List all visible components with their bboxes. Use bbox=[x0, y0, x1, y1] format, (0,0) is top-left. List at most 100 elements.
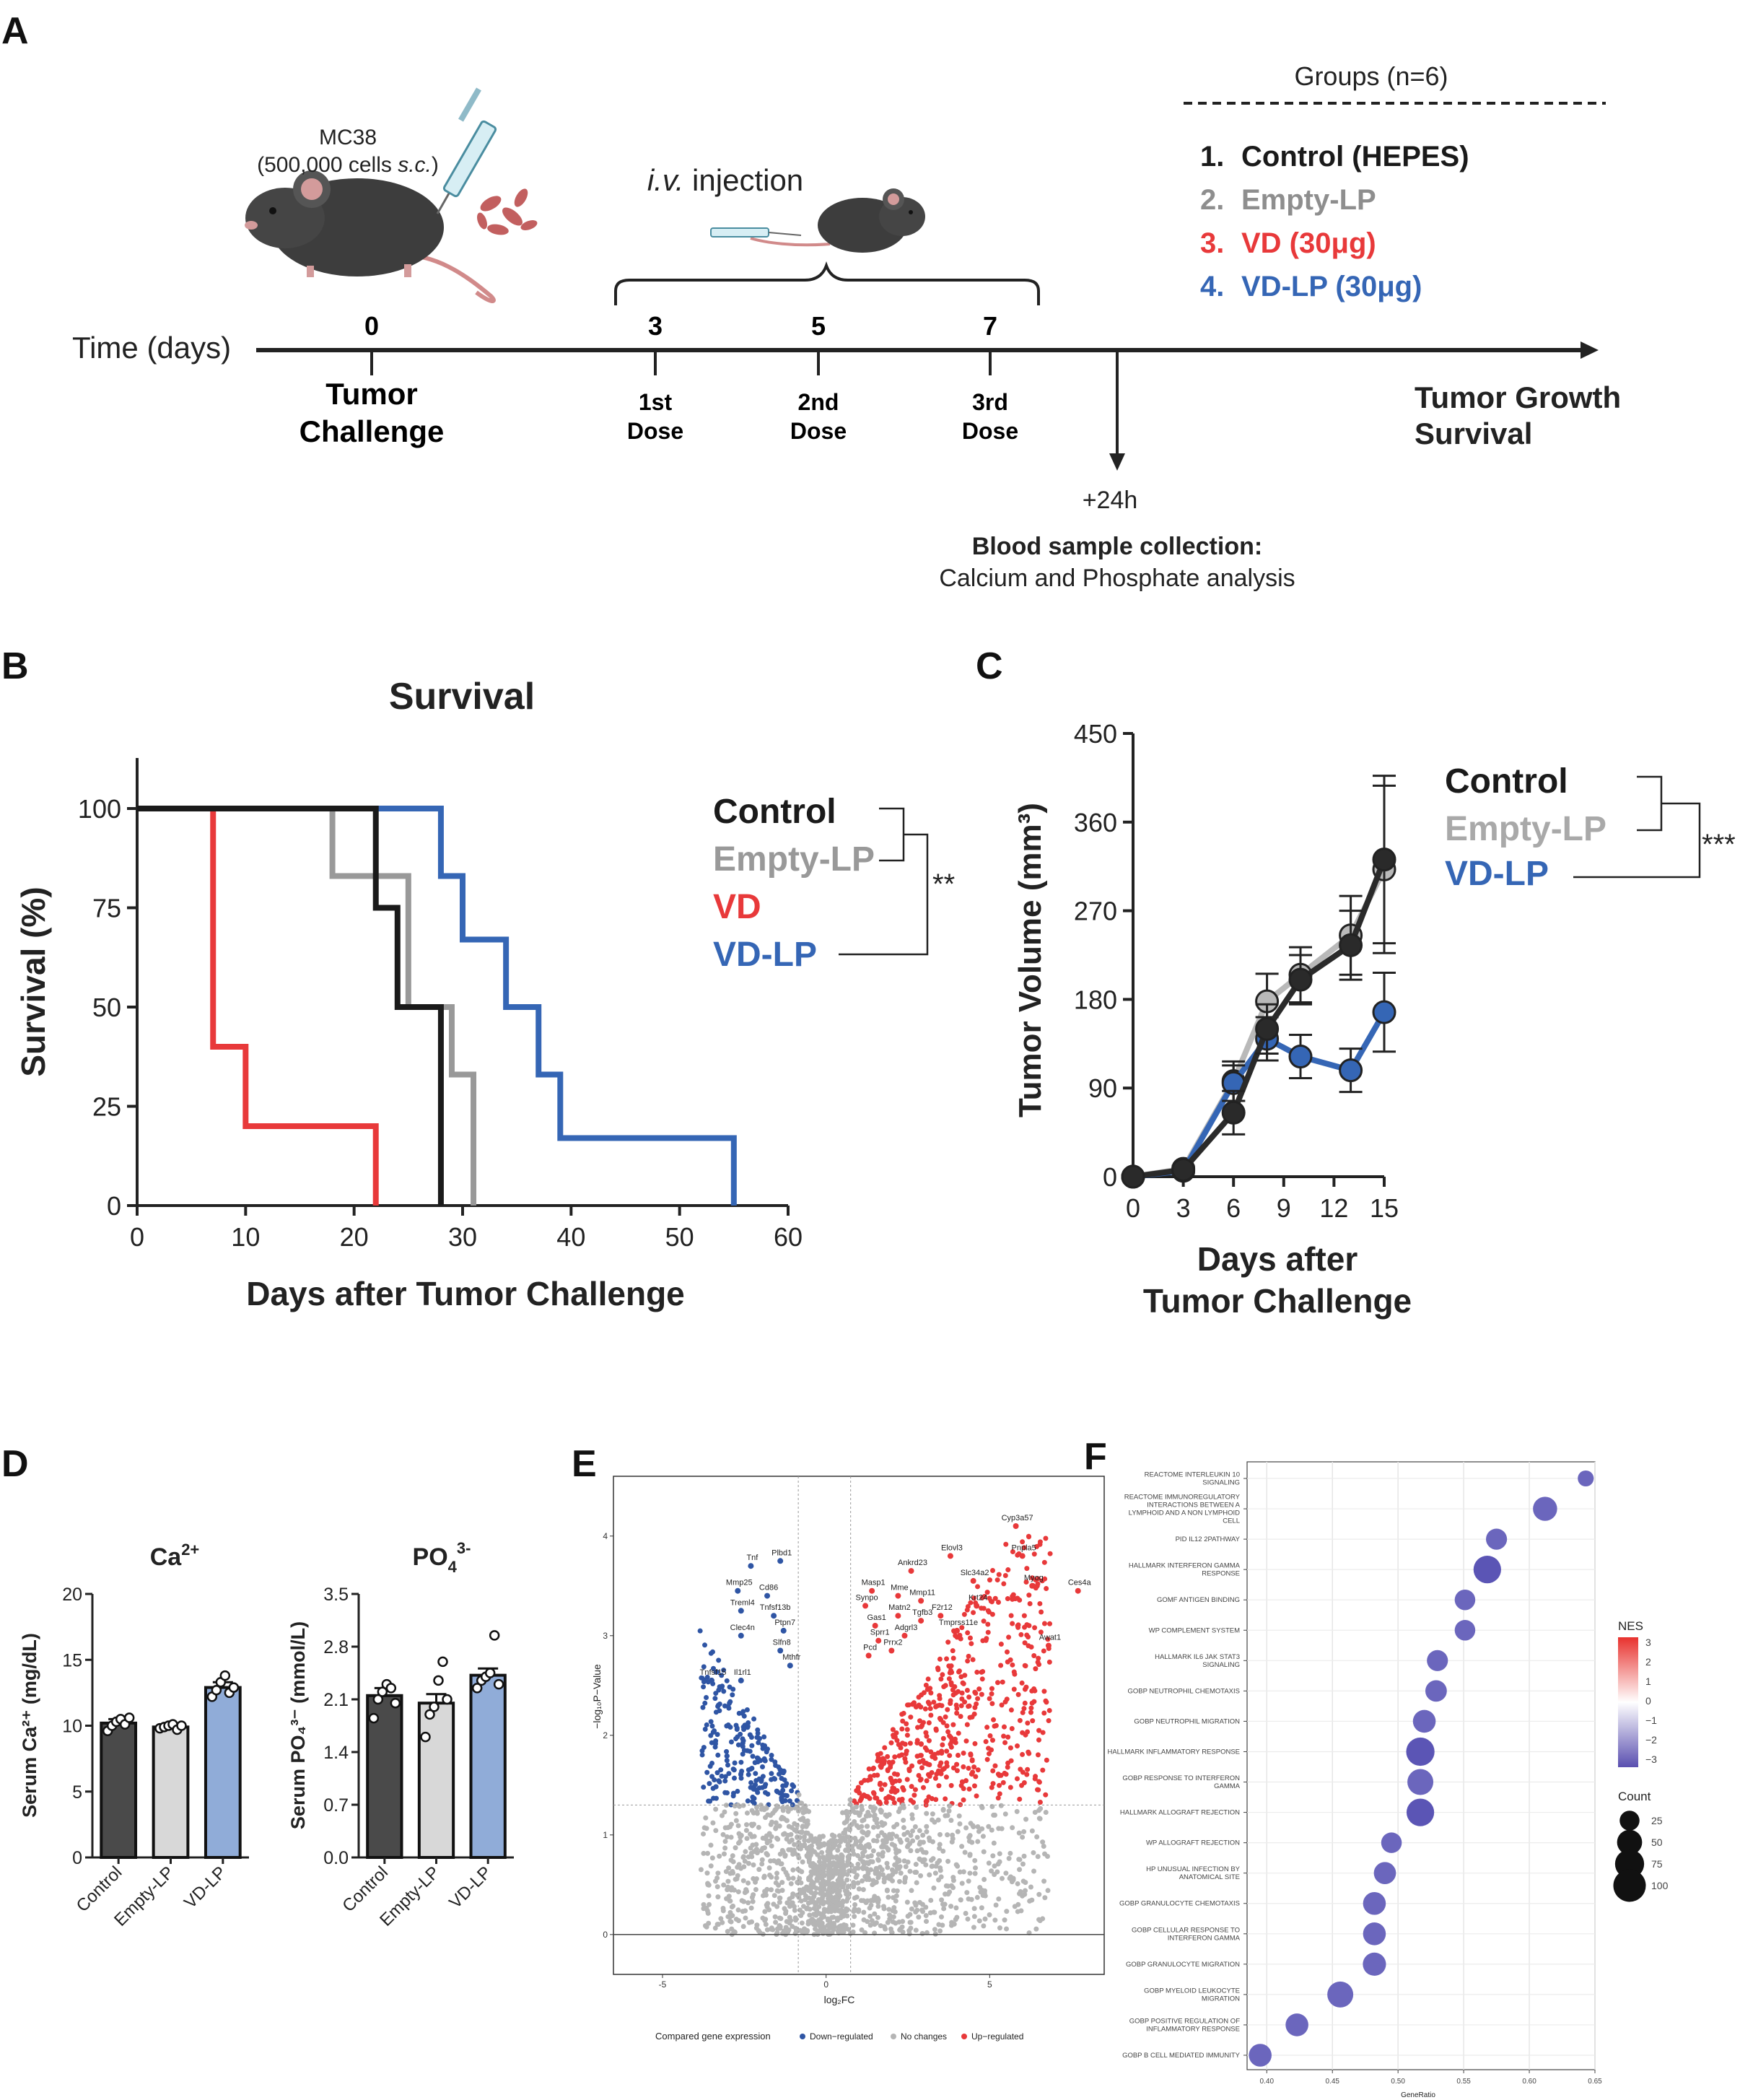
syringe-icon bbox=[436, 87, 497, 214]
gene-point-down bbox=[728, 1739, 734, 1745]
gene-point-up bbox=[939, 1748, 945, 1754]
x-tick-label: -5 bbox=[659, 1979, 667, 1990]
gene-point-unchanged bbox=[1034, 1834, 1040, 1840]
gene-point-unchanged bbox=[936, 1877, 942, 1883]
gene-point-unchanged bbox=[937, 1831, 943, 1837]
gene-point-unchanged bbox=[804, 1846, 810, 1852]
gene-point-unchanged bbox=[774, 1870, 780, 1876]
gene-point-unchanged bbox=[1007, 1850, 1013, 1856]
gene-point-down bbox=[763, 1790, 769, 1795]
gene-point-unchanged bbox=[735, 1823, 741, 1829]
gene-point-unchanged bbox=[994, 1869, 1000, 1875]
gene-point-unchanged bbox=[712, 1878, 718, 1884]
gene-point-down bbox=[712, 1696, 718, 1702]
gene-point-down bbox=[758, 1779, 764, 1785]
gene-point-down bbox=[724, 1758, 730, 1764]
gene-point-unchanged bbox=[826, 1875, 832, 1881]
gene-point-unchanged bbox=[864, 1824, 870, 1829]
gene-point-up bbox=[1004, 1696, 1010, 1702]
gene-point-down bbox=[794, 1798, 800, 1803]
gene-point-down bbox=[709, 1677, 714, 1683]
gene-point-unchanged bbox=[885, 1865, 891, 1870]
gene-point-up bbox=[959, 1696, 965, 1702]
gene-point-unchanged bbox=[896, 1878, 902, 1884]
data-point bbox=[1372, 848, 1396, 872]
gene-point-unchanged bbox=[930, 1811, 935, 1817]
gene-label: Slc34a2 bbox=[961, 1569, 989, 1577]
gene-point-unchanged bbox=[828, 1922, 834, 1928]
gene-point-up bbox=[893, 1730, 899, 1736]
gene-point-down bbox=[777, 1790, 783, 1796]
gene-point-up bbox=[959, 1779, 965, 1785]
gene-point-up bbox=[979, 1691, 984, 1697]
term-label-line: REACTOME INTERLEUKIN 10 bbox=[1145, 1471, 1240, 1479]
gene-point-unchanged bbox=[1045, 1854, 1051, 1860]
gene-point-up bbox=[998, 1663, 1004, 1668]
gene-point-unchanged bbox=[850, 1929, 856, 1935]
gene-point-unchanged bbox=[810, 1883, 816, 1889]
gene-point-up bbox=[1038, 1629, 1044, 1635]
gene-point-unchanged bbox=[904, 1837, 910, 1843]
gene-point-up bbox=[995, 1795, 1001, 1801]
gene-point-unchanged bbox=[826, 1881, 831, 1886]
gene-point-unchanged bbox=[790, 1848, 795, 1854]
gene-point-unchanged bbox=[751, 1810, 756, 1816]
term-label-line: WP ALLOGRAFT REJECTION bbox=[1146, 1839, 1240, 1847]
gene-point-unchanged bbox=[923, 1904, 929, 1910]
gene-point-unchanged bbox=[775, 1804, 781, 1810]
gene-point-unchanged bbox=[919, 1930, 925, 1936]
gene-point-unchanged bbox=[898, 1870, 904, 1876]
gene-point-up bbox=[865, 1652, 872, 1659]
gene-point-unchanged bbox=[845, 1907, 851, 1912]
gene-point-unchanged bbox=[870, 1848, 876, 1854]
gene-point-up bbox=[1025, 1766, 1031, 1772]
gene-point-up bbox=[947, 1553, 953, 1559]
gene-point-unchanged bbox=[776, 1883, 782, 1888]
replicate-point bbox=[228, 1682, 240, 1693]
gene-point-up bbox=[1026, 1533, 1031, 1539]
gene-point-unchanged bbox=[701, 1831, 707, 1837]
gene-label: F2r12 bbox=[932, 1603, 953, 1612]
gene-point-up bbox=[928, 1749, 934, 1755]
gene-point-unchanged bbox=[855, 1880, 861, 1886]
term-label: GOBP GRANULOCYTE CHEMOTAXIS bbox=[1119, 1900, 1247, 1908]
gene-point-unchanged bbox=[853, 1839, 859, 1844]
gene-point-up bbox=[927, 1701, 932, 1707]
gene-point-unchanged bbox=[1003, 1870, 1009, 1876]
gene-point-unchanged bbox=[746, 1880, 751, 1886]
gene-point-unchanged bbox=[787, 1896, 792, 1902]
gene-point-unchanged bbox=[744, 1811, 750, 1816]
gene-point-unchanged bbox=[1032, 1810, 1038, 1816]
replicate-point bbox=[211, 1684, 222, 1696]
tumor-cells-icon bbox=[477, 188, 538, 235]
legend-title-nes: NES bbox=[1618, 1619, 1643, 1633]
gene-point-unchanged bbox=[764, 1852, 770, 1858]
gene-point-down bbox=[701, 1664, 707, 1670]
gene-point-up bbox=[996, 1572, 1002, 1577]
gene-point-up bbox=[926, 1738, 932, 1743]
term-label: GOBP NEUTROPHIL MIGRATION bbox=[1134, 1717, 1247, 1725]
gene-point-down bbox=[715, 1702, 721, 1708]
gene-point-unchanged bbox=[717, 1853, 722, 1859]
gene-point-unchanged bbox=[740, 1855, 746, 1860]
timeline-day: 3 bbox=[648, 311, 663, 341]
gene-point-up bbox=[919, 1765, 924, 1771]
gene-point-up bbox=[898, 1745, 904, 1751]
term-label-line: GOBP GRANULOCYTE CHEMOTAXIS bbox=[1119, 1900, 1240, 1908]
gene-point-down bbox=[722, 1778, 728, 1784]
term-label-line: HP UNUSUAL INFECTION BY bbox=[1146, 1865, 1241, 1873]
y-tick-label: 2.1 bbox=[323, 1690, 349, 1710]
gene-point-up bbox=[900, 1740, 906, 1746]
gene-point-up bbox=[890, 1785, 896, 1791]
gene-point-unchanged bbox=[877, 1865, 883, 1870]
gene-point-up bbox=[933, 1704, 939, 1709]
term-label-line: HALLMARK INTERFERON GAMMA bbox=[1129, 1562, 1241, 1570]
gene-point-unchanged bbox=[875, 1897, 881, 1903]
y-tick-label: 90 bbox=[1088, 1073, 1117, 1103]
gene-point-up bbox=[1020, 1709, 1026, 1715]
gene-label: Matn2 bbox=[888, 1603, 911, 1612]
gene-point-up bbox=[1044, 1586, 1049, 1592]
gene-point-unchanged bbox=[715, 1894, 721, 1900]
gene-point-up bbox=[992, 1763, 998, 1769]
gene-point-unchanged bbox=[786, 1824, 792, 1829]
